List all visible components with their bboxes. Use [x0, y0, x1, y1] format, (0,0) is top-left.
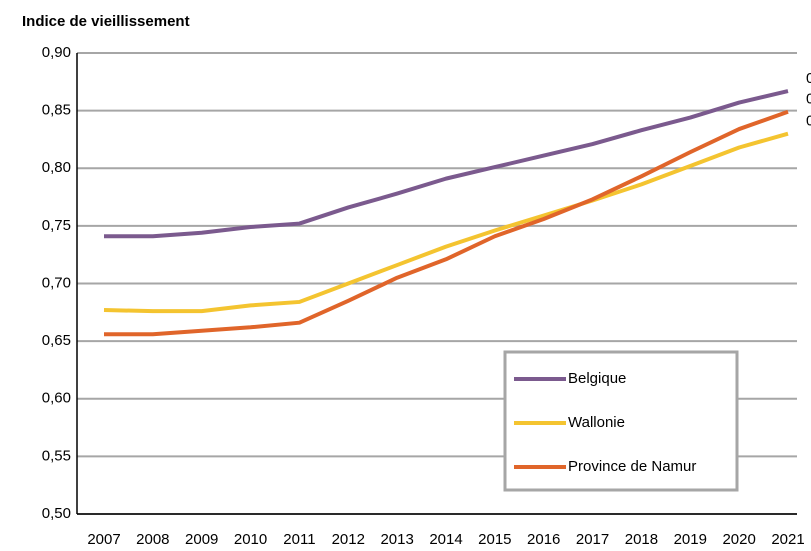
x-tick-label: 2009: [185, 531, 218, 548]
x-tick-label: 2010: [234, 531, 267, 548]
y-tick-label: 0,55: [42, 447, 71, 464]
y-tick-label: 0,90: [42, 44, 71, 61]
y-tick-label: 0,80: [42, 159, 71, 176]
legend-label: Wallonie: [568, 414, 625, 431]
x-tick-label: 2019: [674, 531, 707, 548]
x-tick-label: 2014: [429, 531, 462, 548]
y-tick-label: 0,70: [42, 274, 71, 291]
x-tick-label: 2020: [722, 531, 755, 548]
x-tick-label: 2018: [625, 531, 658, 548]
x-tick-label: 2015: [478, 531, 511, 548]
x-tick-label: 2007: [87, 531, 120, 548]
x-tick-label: 2021: [771, 531, 804, 548]
x-tick-label: 2008: [136, 531, 169, 548]
series-line: [104, 109, 789, 337]
legend-label: Belgique: [568, 370, 626, 387]
y-tick-label: 0,60: [42, 390, 71, 407]
y-tick-label: 0,85: [42, 102, 71, 119]
y-tick-label: 0,65: [42, 332, 71, 349]
series-line: [103, 131, 789, 314]
data-label: 0,87: [806, 70, 811, 87]
y-tick-label: 0,75: [42, 217, 71, 234]
x-tick-label: 2012: [332, 531, 365, 548]
x-tick-label: 2017: [576, 531, 609, 548]
y-tick-label: 0,50: [42, 505, 71, 522]
data-label: 0,83: [806, 113, 811, 130]
x-tick-label: 2011: [283, 531, 315, 548]
chart-title: Indice de vieillissement: [22, 13, 190, 30]
series-line: [104, 89, 789, 239]
x-tick-label: 2013: [380, 531, 413, 548]
legend: Belgique Wallonie Province de Namur: [503, 350, 739, 492]
legend-label: Province de Namur: [568, 458, 696, 475]
data-label: 0,85: [806, 91, 811, 108]
x-tick-label: 2016: [527, 531, 560, 548]
